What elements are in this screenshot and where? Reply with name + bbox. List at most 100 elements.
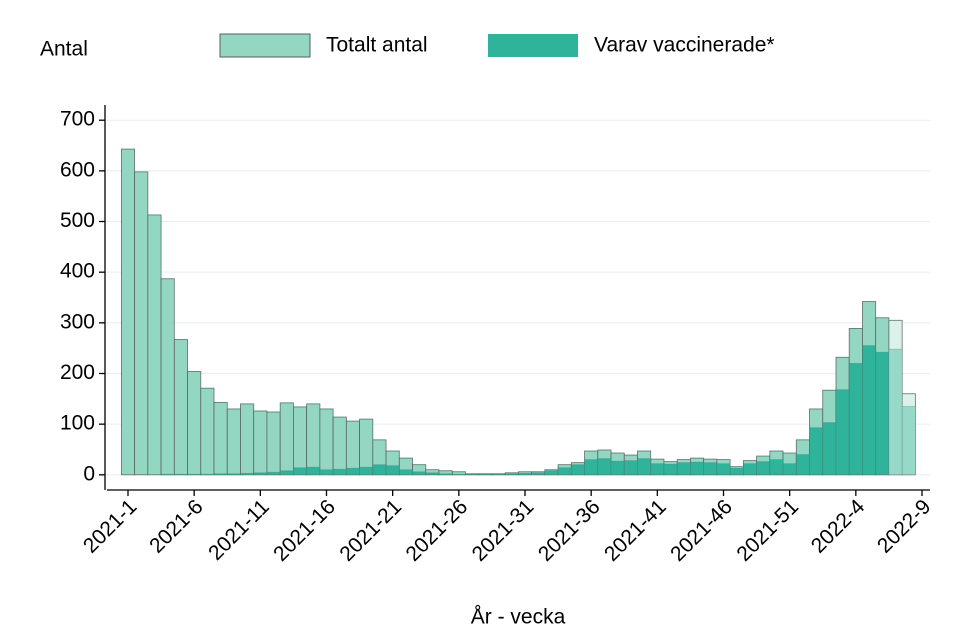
bar: [597, 458, 612, 476]
bar: [240, 403, 255, 476]
bar: [544, 470, 559, 476]
bar: [412, 471, 427, 476]
bar: [451, 473, 466, 476]
bar: [266, 471, 281, 476]
x-tick-label: 2022-4: [807, 495, 870, 558]
bar: [213, 401, 228, 476]
legend: Totalt antal Varav vaccinerade*: [219, 33, 775, 58]
x-tick-label: 2021-1: [79, 495, 142, 558]
bar: [557, 467, 572, 476]
bar: [306, 403, 321, 476]
y-tick-label: 300: [60, 310, 95, 333]
bar: [319, 408, 334, 476]
legend-swatch: [488, 34, 578, 57]
bar: [517, 472, 533, 476]
bar: [531, 472, 546, 476]
bar: [319, 469, 334, 476]
bar: [888, 348, 903, 476]
bar: [610, 460, 625, 476]
bar: [570, 464, 585, 476]
bar: [862, 345, 877, 476]
bar: [809, 427, 824, 476]
bar: [332, 468, 347, 476]
bar: [795, 454, 810, 476]
y-axis-label: Antal: [40, 38, 88, 61]
x-tick-label: 2021-21: [335, 495, 406, 566]
bar: [663, 463, 678, 476]
y-tick-label: 500: [60, 209, 95, 232]
legend-label: Totalt antal: [326, 34, 428, 57]
bar: [465, 473, 480, 476]
bar: [478, 473, 493, 476]
bar: [835, 389, 850, 476]
x-axis-label: År - vecka: [471, 606, 566, 629]
x-tick-label: 2021-11: [204, 495, 274, 565]
bar: [584, 459, 599, 476]
y-tick-label: 400: [60, 260, 95, 283]
bar: [160, 473, 175, 476]
x-tick-label: 2021-36: [534, 495, 605, 566]
bar: [690, 461, 705, 476]
x-tick-label: 2021-51: [732, 495, 803, 566]
x-tick-label: 2021-6: [145, 495, 208, 558]
bar: [147, 214, 162, 476]
legend-swatch: [219, 33, 311, 58]
x-tick-label: 2021-31: [468, 495, 539, 566]
x-tick-label: 2021-46: [666, 495, 737, 566]
bar: [279, 402, 294, 476]
y-tick-label: 100: [60, 412, 95, 435]
bar: [742, 463, 757, 476]
bar: [293, 467, 308, 476]
legend-label: Varav vaccinerade*: [594, 34, 775, 57]
bar: [173, 473, 188, 476]
bar: [385, 465, 400, 476]
bar: [676, 462, 691, 476]
bar: [345, 467, 360, 476]
bar: [200, 473, 215, 476]
bar: [359, 418, 374, 476]
bar: [240, 472, 255, 476]
bar: [279, 470, 294, 476]
bar: [293, 406, 308, 476]
bar: [187, 473, 202, 476]
bar: [160, 278, 175, 476]
x-tick-label: 2021-41: [600, 495, 671, 566]
bar: [345, 420, 360, 476]
bar: [425, 472, 440, 476]
y-tick-label: 600: [60, 158, 95, 181]
y-tick-label: 200: [60, 361, 95, 384]
bar: [875, 351, 890, 476]
bar: [253, 472, 268, 476]
bar: [134, 171, 149, 476]
bar: [623, 460, 638, 476]
bar: [438, 473, 453, 476]
y-tick-label: 700: [60, 108, 95, 131]
bar: [650, 463, 665, 476]
bar: [901, 406, 916, 476]
bar: [372, 464, 387, 476]
bar: [200, 387, 215, 476]
bar: [756, 461, 771, 476]
bar: [253, 410, 268, 476]
x-tick-label: 2021-26: [402, 495, 473, 566]
bar: [120, 148, 136, 476]
bar: [822, 422, 837, 476]
bar: [716, 463, 731, 476]
bar: [398, 469, 413, 476]
bar: [226, 408, 241, 476]
bar: [782, 463, 797, 476]
bar: [306, 466, 321, 476]
bar: [729, 467, 744, 476]
bar: [504, 473, 519, 476]
x-tick-label: 2021-16: [269, 495, 340, 566]
bar: [703, 462, 718, 476]
y-tick-label: 0: [83, 462, 95, 485]
bar: [266, 411, 281, 476]
bar: [173, 339, 188, 476]
bar: [359, 466, 374, 476]
bar: [332, 416, 347, 476]
bar: [637, 458, 652, 476]
bar: [769, 459, 784, 476]
bar: [187, 371, 202, 476]
